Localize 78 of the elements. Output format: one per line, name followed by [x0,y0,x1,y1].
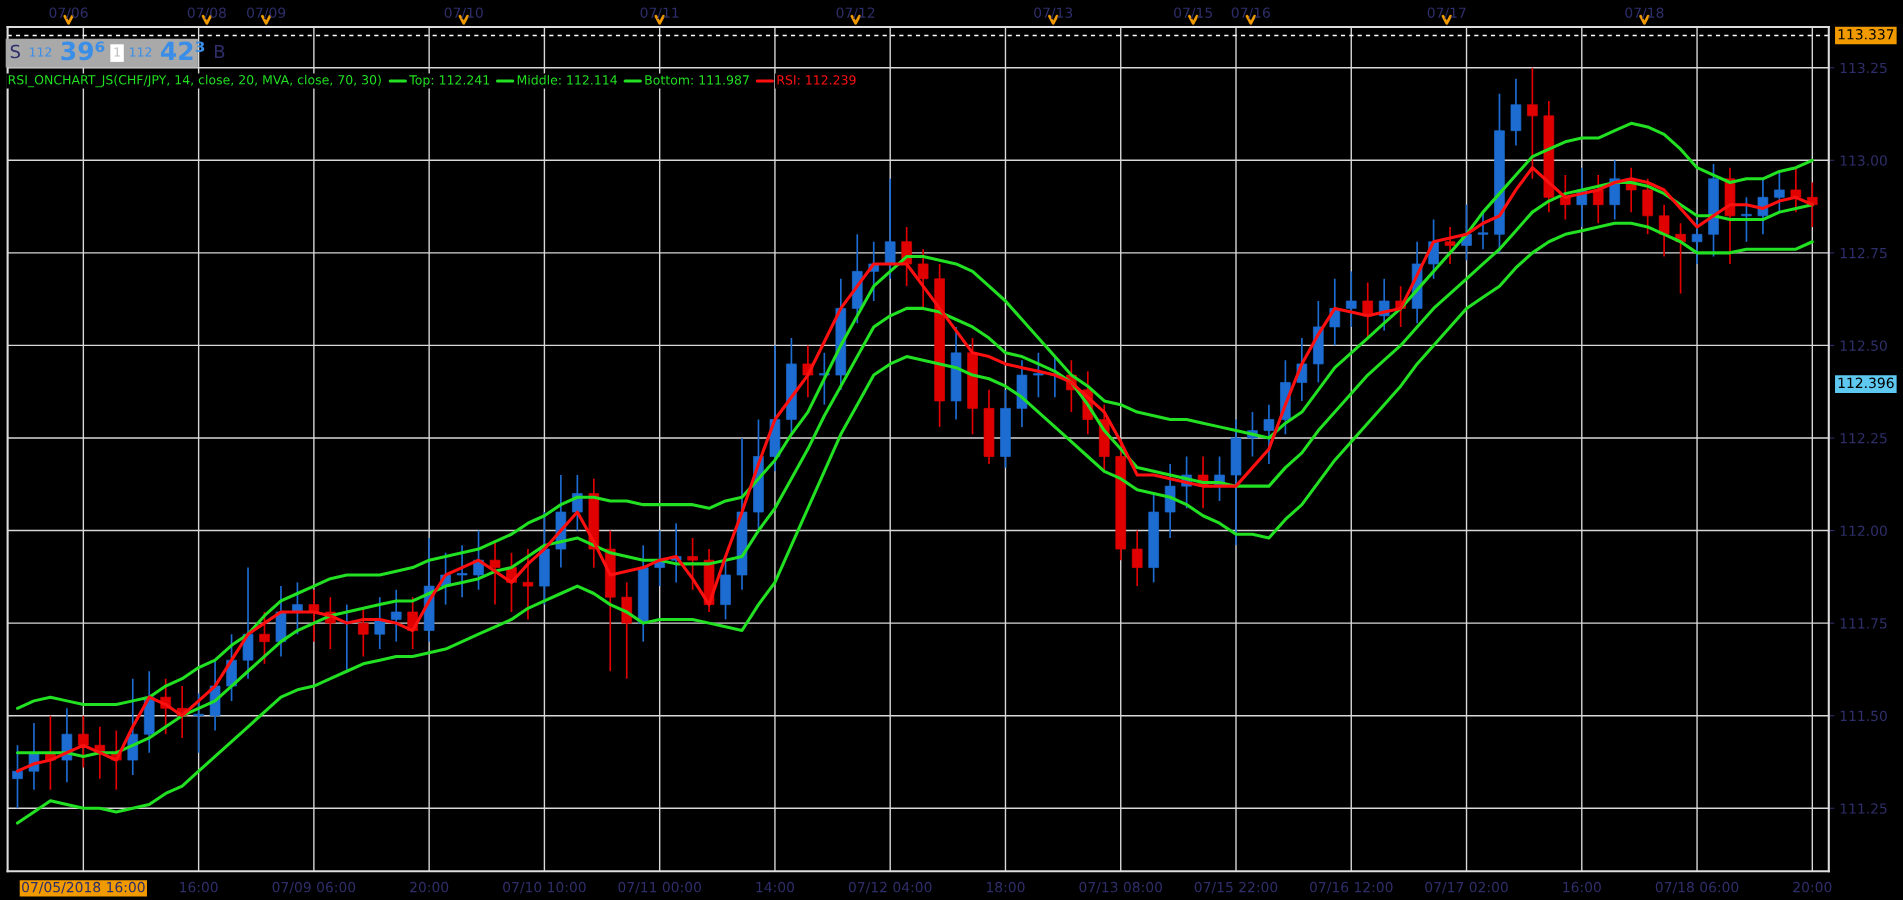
x-tick-label: 18:00 [986,881,1025,893]
line-series [15,121,1814,710]
x-tick-label: 20:00 [410,881,449,893]
annotation: 1 [114,47,120,57]
x-tick-label: 07/18 06:00 [1655,881,1739,894]
candlestick [1033,351,1044,399]
candlestick [687,537,698,591]
candlestick [1774,170,1785,213]
candlestick [1362,281,1374,339]
annotation: 112 [129,47,152,57]
text: 07/15 [1174,7,1212,20]
candlestick [1263,403,1275,465]
y-tick-label: 112.75 [1840,247,1887,259]
x-tick-label: 07/10 10:00 [503,881,586,894]
y-tick-label: 113.00 [1840,155,1887,166]
candlestick [12,744,23,810]
candlestick [884,177,896,280]
y-tick-label: 112.00 [1840,525,1887,537]
text: 07/12 [836,7,875,20]
y-tick-label: 112.50 [1840,340,1887,351]
candlestick [78,714,89,769]
candlestick [1658,203,1670,258]
y-tick-label: 111.75 [1840,618,1887,629]
candlestick [1790,166,1802,213]
text: RSI_ONCHART_JS(CHF/JPY, 14, close, 20, MVA, close, 70, 30) [8,74,381,88]
y-tick-label: 111.50 [1840,710,1887,722]
ref-line-label: 113.337 [1838,29,1894,40]
annotation: S [10,44,20,59]
candlestick [193,692,204,754]
annotation: 112 [29,47,52,57]
y-tick-label: 112.25 [1840,432,1887,444]
x-tick-label: 07/13 08:00 [1079,881,1163,894]
y-tick-label: 113.25 [1840,62,1887,74]
candlestick [1592,174,1604,225]
x-tick-label: 16:00 [180,881,218,893]
candlestick [489,540,501,606]
text: 07/16 [1231,7,1270,20]
x-tick-label: 16:00 [1563,881,1601,893]
candlestick [374,596,386,650]
x-tick-label: 07/12 04:00 [848,881,932,894]
candlestick [1691,218,1703,265]
text: 07/13 [1034,7,1073,20]
x-tick-label: 14:00 [756,881,795,893]
text: 07/06 [49,7,88,20]
text: 07/17 [1427,7,1466,20]
x-tick-label: 07/16 12:00 [1309,881,1393,894]
candlestick [357,607,369,658]
legend-label: RSI: 112.239 [777,75,856,85]
x-tick-label: 07/11 00:00 [618,881,701,894]
candlestick [1345,270,1357,328]
text: 07/11 [640,7,679,20]
y-tick-label: 111.25 [1840,803,1887,814]
candlestick [1527,66,1538,180]
x-tick-label: 20:00 [1793,881,1832,893]
candlestick [1477,211,1489,250]
x-tick-label: 07/15 22:00 [1194,881,1278,894]
text: 07/18 [1625,7,1664,20]
annotation: B [214,44,225,59]
candlestick [1444,226,1456,265]
candlestick [259,611,270,665]
candlestick [456,544,468,599]
text: 112.396 [1838,377,1894,389]
candlestick [1131,529,1143,587]
legend-label: Top: 112.241 [409,75,490,88]
x-tick-label: 07/09 06:00 [272,881,356,894]
text: 07/08 [187,7,226,20]
x-tick-label: 07/05/2018 16:00 [22,881,145,894]
text: 07/10 [444,7,483,20]
candlestick [522,548,534,621]
candlestick [1428,218,1439,280]
legend-label: Middle: 112.114 [517,74,617,85]
annotation: 39⁶ [61,41,105,61]
x-tick-label: 07/17 02:00 [1425,881,1508,894]
legend-label: Bottom: 111.987 [645,75,749,85]
candlestick [1741,196,1752,243]
candlestick [390,588,402,643]
text: 07/09 [247,7,286,20]
candlestick [917,248,929,310]
